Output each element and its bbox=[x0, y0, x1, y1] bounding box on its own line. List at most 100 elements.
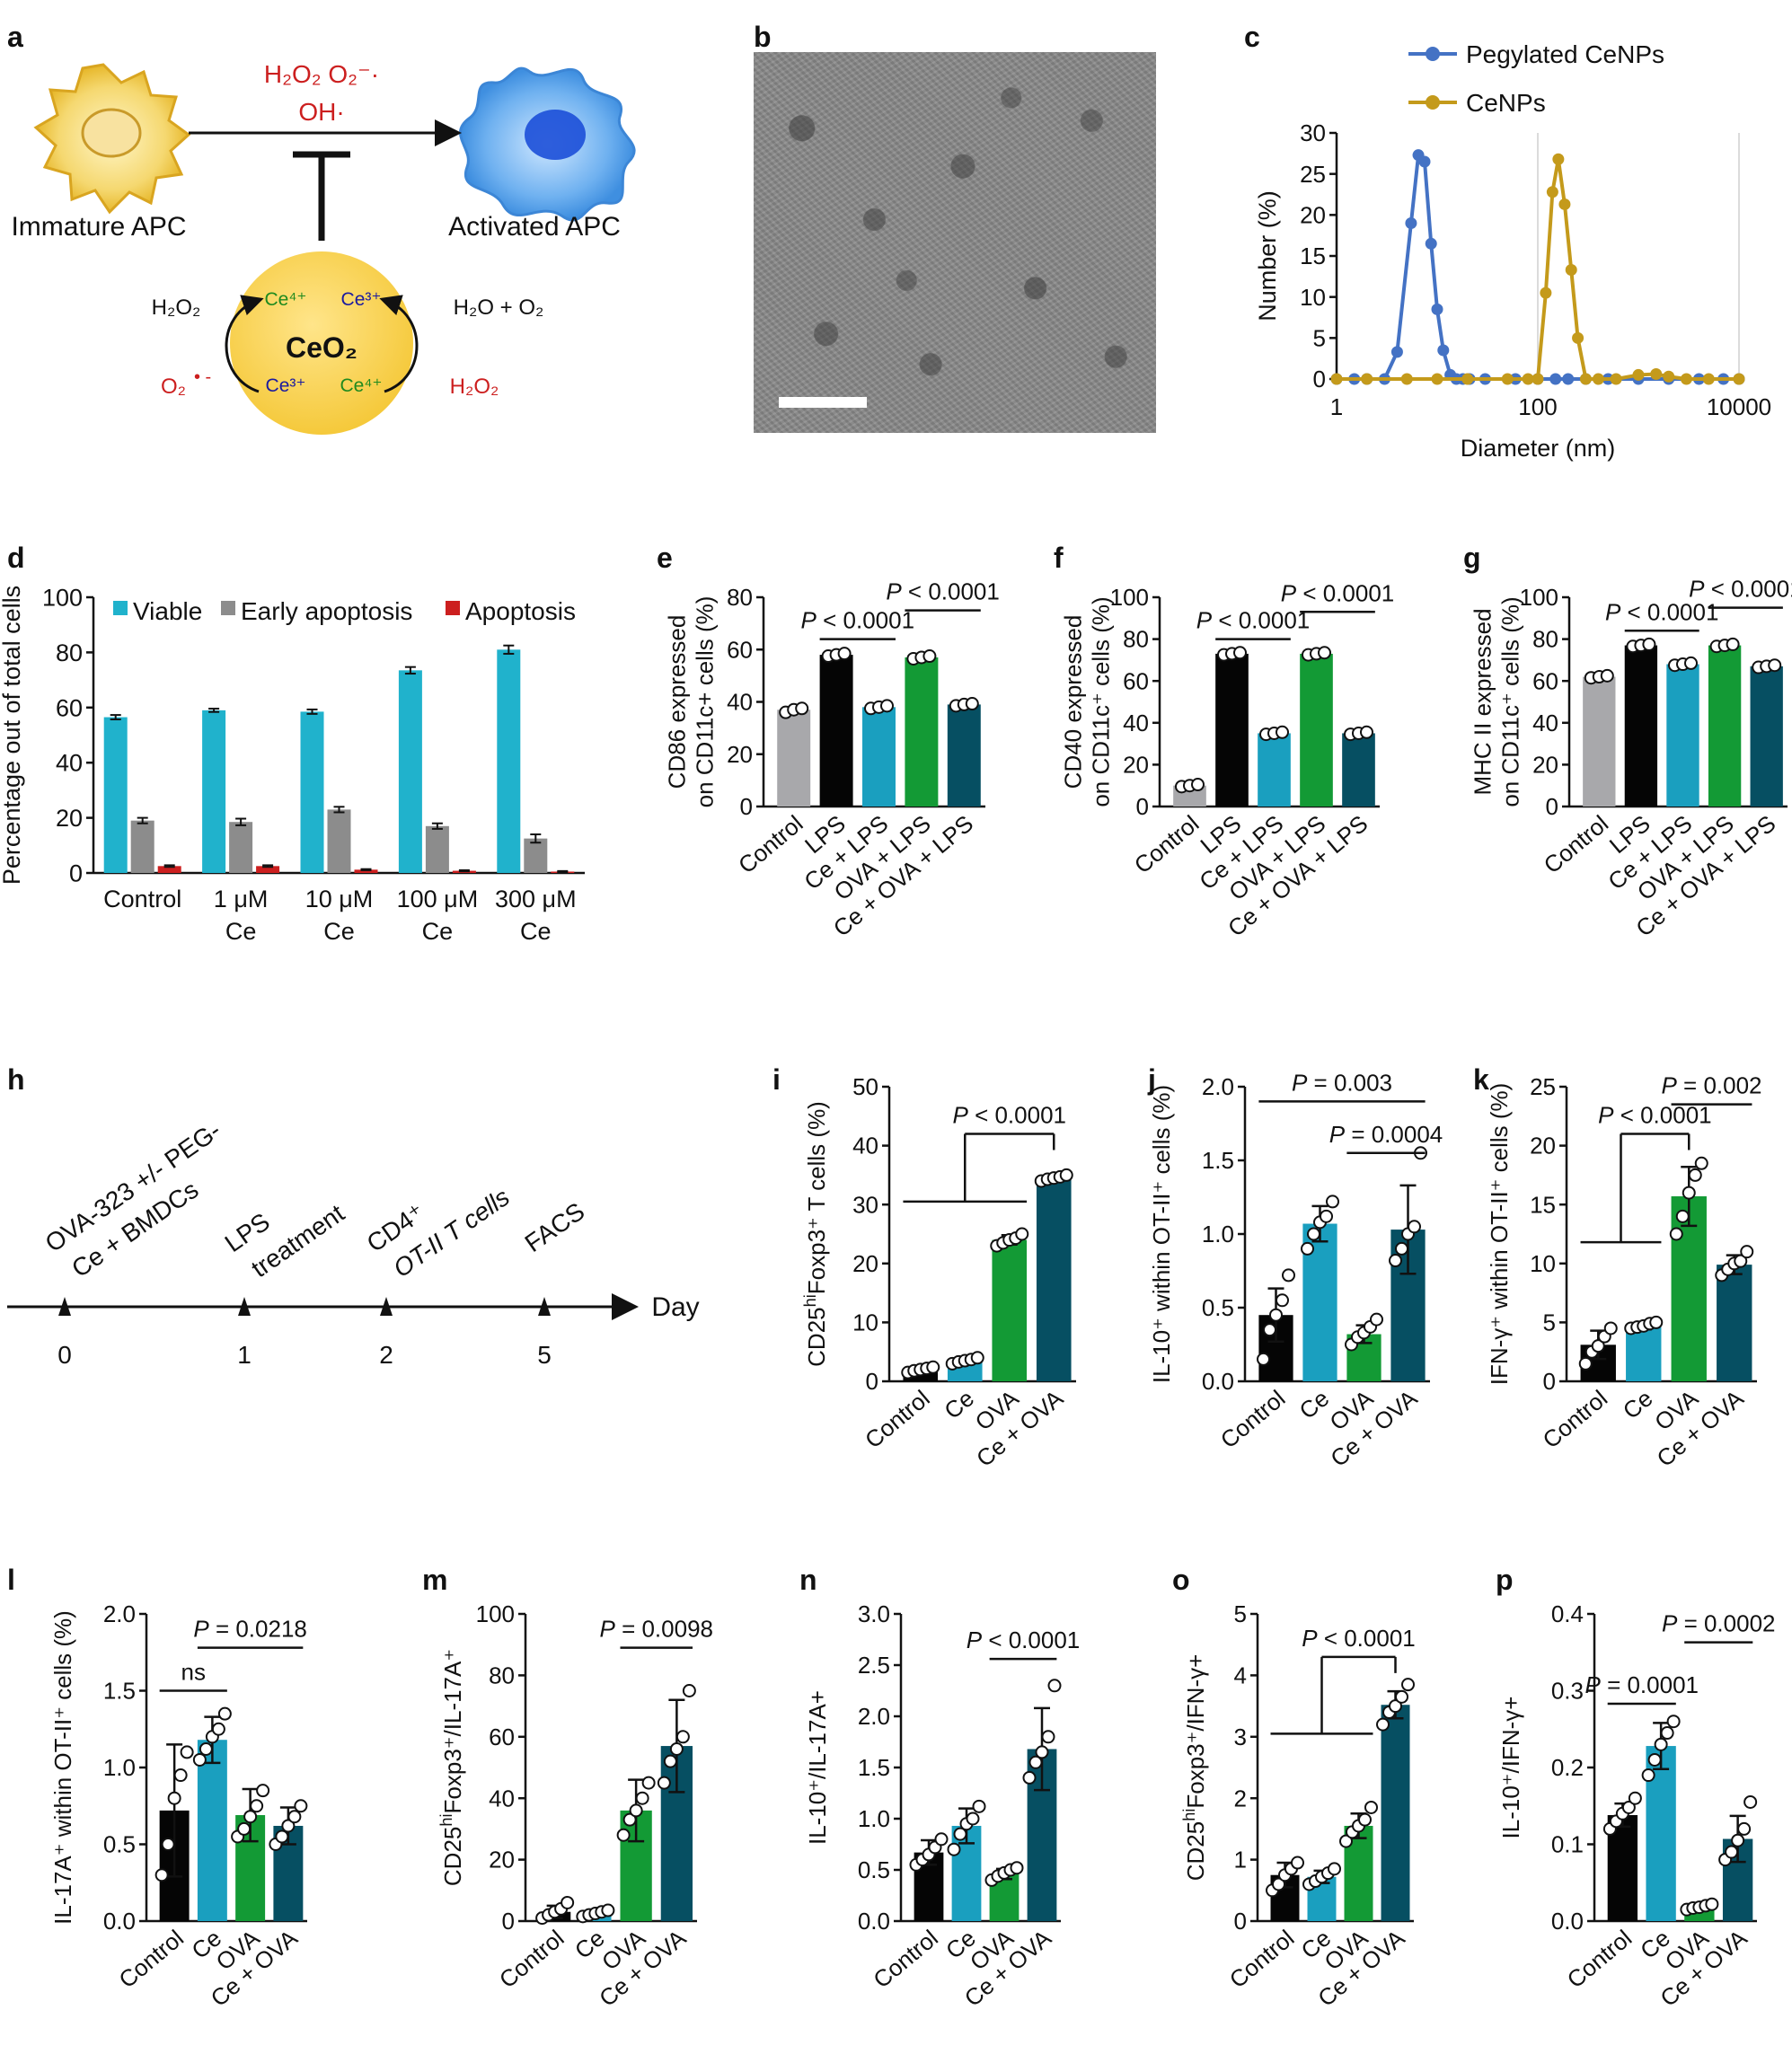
significance-label: P = 0.002 bbox=[1661, 1072, 1761, 1099]
data-point bbox=[1401, 1678, 1415, 1692]
data-point bbox=[1028, 1755, 1043, 1769]
y-tick-label: 0.0 bbox=[103, 1908, 136, 1935]
significance-label: P = 0.0002 bbox=[1662, 1610, 1776, 1637]
bar-ce-lps bbox=[862, 707, 896, 807]
y-tick-label: 80 bbox=[1532, 626, 1558, 653]
ros-bottom-label: OH· bbox=[298, 98, 344, 126]
significance-label: P < 0.0001 bbox=[1598, 1101, 1712, 1128]
data-point bbox=[1361, 373, 1373, 385]
panel-letter-c: c bbox=[1244, 21, 1260, 53]
bar-lps bbox=[1215, 653, 1249, 807]
y-axis-label: CD40 expressed on CD11c⁺ cells (%) bbox=[1059, 596, 1114, 807]
y-tick-label: 60 bbox=[1532, 667, 1558, 694]
data-point bbox=[1572, 331, 1585, 344]
data-point bbox=[1694, 1156, 1708, 1170]
significance-label: P < 0.0001 bbox=[953, 1101, 1067, 1128]
data-point bbox=[1565, 264, 1577, 277]
data-point bbox=[1307, 1227, 1320, 1241]
bar-apoptosis bbox=[256, 866, 280, 873]
legend-swatch bbox=[221, 601, 235, 615]
y-tick-label: 1.5 bbox=[858, 1754, 890, 1781]
bar-apoptosis bbox=[354, 869, 378, 873]
bar-apoptosis bbox=[157, 866, 181, 873]
data-point bbox=[880, 699, 894, 713]
y-tick-label: 20 bbox=[56, 805, 83, 832]
timeline-event-label2: treatment bbox=[246, 1199, 349, 1283]
data-point bbox=[1191, 778, 1205, 792]
bar-ova-lps bbox=[905, 657, 939, 807]
data-point bbox=[1400, 373, 1413, 385]
significance-label: P = 0.0001 bbox=[1585, 1671, 1699, 1698]
legend-label: Viable bbox=[133, 597, 202, 625]
chart-e: 0 20 40 60 80 CD86 expressed on CD11c+ cells (… bbox=[663, 578, 999, 942]
y-tick-label: 40 bbox=[727, 689, 753, 716]
x-tick-label: 100 bbox=[1518, 393, 1557, 420]
data-point bbox=[795, 701, 809, 716]
panel-letter-g: g bbox=[1463, 542, 1481, 574]
data-point bbox=[934, 1832, 949, 1847]
data-point bbox=[1740, 1245, 1754, 1259]
data-point bbox=[275, 1829, 289, 1844]
timeline-axis-label: Day bbox=[651, 1292, 699, 1322]
bar-ce bbox=[197, 1740, 227, 1921]
data-point bbox=[1647, 1752, 1662, 1767]
significance-label: P < 0.0001 bbox=[967, 1626, 1081, 1653]
bar-ce-ova bbox=[1381, 1705, 1410, 1921]
data-point bbox=[1272, 1877, 1285, 1891]
data-point bbox=[1389, 1254, 1402, 1268]
bar-early-apoptosis bbox=[130, 820, 154, 873]
y-axis-label: Percentage out of total cells bbox=[0, 586, 25, 885]
y-tick-label: 1.0 bbox=[858, 1805, 890, 1832]
y-axis-label: IL-10⁺/IFN-γ+ bbox=[1497, 1697, 1524, 1839]
y-tick-label: 0 bbox=[1313, 366, 1326, 392]
x-tick-label: Control bbox=[1224, 1925, 1299, 1994]
y-tick-label: 0 bbox=[1234, 1908, 1247, 1935]
y-tick-label: 0.4 bbox=[1551, 1600, 1584, 1627]
x-tick-label: Control bbox=[1538, 1385, 1612, 1454]
data-point bbox=[1603, 1321, 1618, 1336]
data-point bbox=[1733, 373, 1745, 385]
y-tick-label: 1.5 bbox=[1202, 1147, 1234, 1174]
timeline-day-label: 1 bbox=[237, 1341, 252, 1369]
panel-letter-h: h bbox=[7, 1063, 25, 1096]
y-tick-label: 50 bbox=[852, 1073, 878, 1100]
x-tick-label: 100 μM bbox=[397, 886, 479, 912]
data-point bbox=[561, 1895, 575, 1909]
data-point bbox=[1610, 373, 1622, 385]
timeline-tick-marker bbox=[380, 1297, 393, 1316]
data-point bbox=[211, 1722, 225, 1736]
legend-swatch bbox=[113, 601, 128, 615]
y-tick-label: 40 bbox=[1532, 710, 1558, 736]
y-tick-label: 1.5 bbox=[103, 1678, 136, 1705]
ros-top-label: H₂O₂ O₂⁻· bbox=[264, 60, 379, 88]
data-point bbox=[1263, 1323, 1276, 1337]
data-point bbox=[161, 1838, 175, 1851]
x-tick-label: Ce bbox=[520, 918, 552, 945]
y-axis-label: IL-17A⁺ within OT-II⁺ cells (%) bbox=[49, 1610, 76, 1925]
y-tick-label: 0 bbox=[69, 860, 83, 886]
data-point bbox=[1059, 1168, 1073, 1182]
data-point bbox=[1669, 1227, 1683, 1241]
y-tick-label: 5 bbox=[1313, 324, 1326, 351]
significance-label: P < 0.0001 bbox=[1281, 579, 1395, 606]
y-tick-label: 0 bbox=[1546, 793, 1558, 820]
panel-letter-d: d bbox=[7, 542, 25, 574]
y-tick-label: 60 bbox=[489, 1723, 515, 1750]
timeline-day-label: 2 bbox=[379, 1341, 393, 1369]
data-point bbox=[1431, 303, 1443, 315]
y-tick-label: 60 bbox=[1123, 667, 1149, 694]
significance-label: ns bbox=[181, 1659, 206, 1686]
y-tick-label: 100 bbox=[1110, 584, 1149, 611]
y-tick-label: 0.5 bbox=[858, 1856, 890, 1883]
y-tick-label: 20 bbox=[1532, 752, 1558, 779]
data-point bbox=[1578, 1356, 1593, 1371]
bar-viable bbox=[398, 670, 422, 873]
y-axis-label-line: IL-10⁺/IL-17A+ bbox=[804, 1690, 831, 1845]
data-point bbox=[669, 1741, 684, 1756]
y-axis-label-line: CD40 expressed bbox=[1059, 615, 1086, 789]
chart-n: 0.0 0.5 1.0 1.5 2.0 2.5 3.0 IL-10⁺/IL-17A+ Contr… bbox=[804, 1600, 1080, 2012]
bar-ova-lps bbox=[1708, 645, 1742, 807]
